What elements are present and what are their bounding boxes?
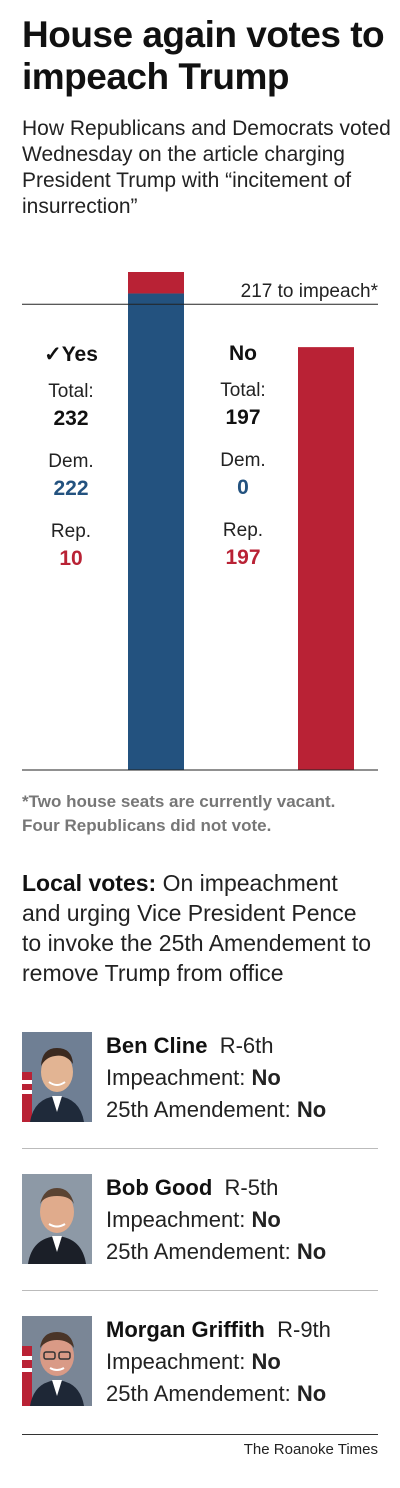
separator <box>22 1290 378 1291</box>
yes-labels: ✓Yes Total: 232 Dem. 222 Rep. 10 <box>26 342 116 571</box>
impeachment-vote: No <box>251 1349 281 1374</box>
portrait-good <box>22 1174 92 1264</box>
footnote: *Two house seats are currently vacant. F… <box>22 790 335 838</box>
bottom-rule <box>22 1434 378 1435</box>
impeachment-vote: No <box>251 1065 281 1090</box>
credit: The Roanoke Times <box>243 1441 378 1458</box>
person-info: Morgan Griffith R-9th Impeachment: No 25… <box>106 1314 331 1410</box>
no-rep-value: 197 <box>225 546 261 569</box>
person-district: R-6th <box>219 1033 274 1058</box>
impeachment-vote: No <box>251 1207 281 1232</box>
local-text: On impeachment and urging Vice President… <box>22 870 372 986</box>
person-card-griffith: Morgan Griffith R-9th Impeachment: No 25… <box>22 1304 378 1434</box>
person-info: Ben Cline R-6th Impeachment: No 25th Ame… <box>106 1030 326 1126</box>
yes-rep-label: Rep. <box>50 521 92 542</box>
amendment-vote: No <box>296 1239 327 1264</box>
impeachment-label: Impeachment: <box>106 1065 246 1090</box>
amendment-label: 25th Amendement: <box>106 1239 291 1264</box>
yes-total-value: 232 <box>53 407 89 430</box>
no-bar-rep <box>298 347 354 770</box>
person-name: Morgan Griffith <box>106 1317 265 1342</box>
person-district: R-9th <box>277 1317 331 1342</box>
footnote-line-2: Four Republicans did not vote. <box>22 816 272 835</box>
no-rep-label: Rep. <box>222 520 264 541</box>
separator <box>22 1148 378 1149</box>
person-name: Ben Cline <box>106 1033 208 1058</box>
yes-bar-rep <box>128 272 184 294</box>
amendment-vote: No <box>296 1381 327 1406</box>
threshold-label: 217 to impeach* <box>241 281 379 302</box>
person-card-cline: Ben Cline R-6th Impeachment: No 25th Ame… <box>22 1020 378 1150</box>
yes-total-label: Total: <box>48 381 94 402</box>
amendment-label: 25th Amendement: <box>106 1381 291 1406</box>
vote-chart: 217 to impeach* <box>22 272 379 771</box>
person-name: Bob Good <box>106 1175 213 1200</box>
yes-rep-value: 10 <box>59 547 83 570</box>
amendment-vote: No <box>296 1097 327 1122</box>
no-label: No <box>229 342 257 365</box>
no-dem-value: 0 <box>237 476 249 499</box>
yes-dem-label: Dem. <box>48 451 94 472</box>
amendment-label: 25th Amendement: <box>106 1097 291 1122</box>
yes-bar-dem <box>128 293 184 770</box>
yes-label: ✓Yes <box>44 343 98 366</box>
no-total-value: 197 <box>225 406 261 429</box>
person-card-good: Bob Good R-5th Impeachment: No 25th Amen… <box>22 1162 378 1292</box>
portrait-cline <box>22 1032 92 1122</box>
portrait-griffith <box>22 1316 92 1406</box>
no-dem-label: Dem. <box>220 450 266 471</box>
impeachment-label: Impeachment: <box>106 1207 246 1232</box>
no-total-label: Total: <box>220 380 266 401</box>
no-labels: No Total: 197 Dem. 0 Rep. 197 <box>198 342 288 570</box>
footnote-line-1: *Two house seats are currently vacant. <box>22 792 336 811</box>
subtitle: How Republicans and Democrats voted Wedn… <box>22 117 391 218</box>
local-heading: Local votes: <box>22 870 157 896</box>
yes-dem-value: 222 <box>53 477 89 500</box>
person-info: Bob Good R-5th Impeachment: No 25th Amen… <box>106 1172 326 1268</box>
impeachment-label: Impeachment: <box>106 1349 246 1374</box>
headline: House again votes to impeach Trump <box>22 14 385 97</box>
person-district: R-5th <box>224 1175 279 1200</box>
local-votes-intro: Local votes: On impeachment and urging V… <box>22 868 382 988</box>
